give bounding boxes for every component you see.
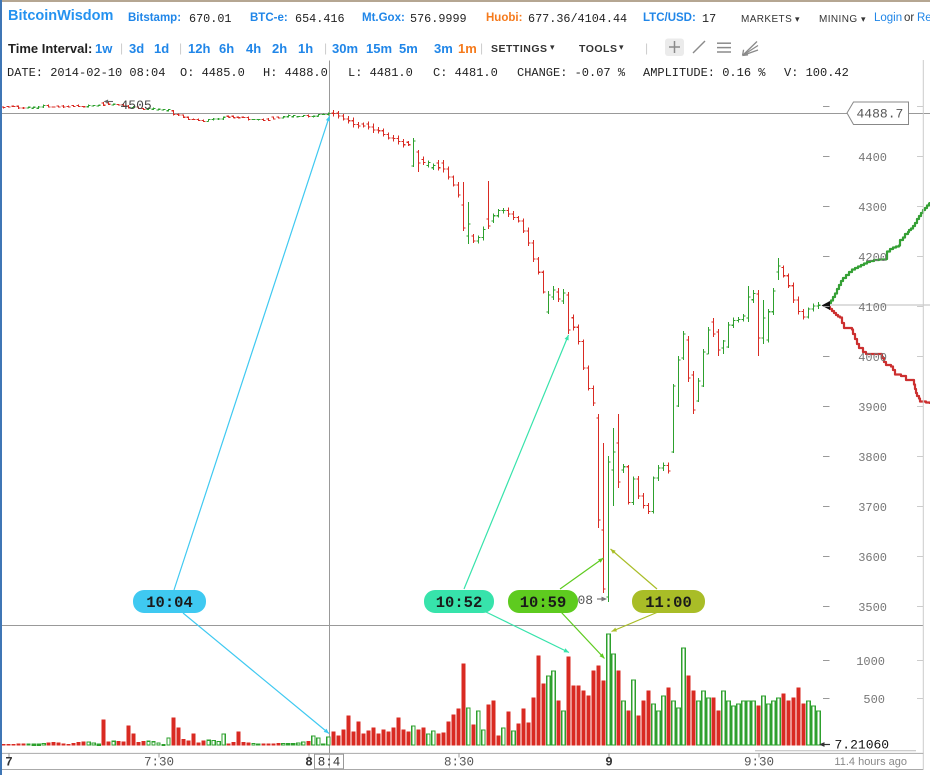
svg-text:11.4 hours ago: 11.4 hours ago — [834, 756, 907, 768]
svg-text:9:30: 9:30 — [744, 756, 774, 770]
svg-text:4400: 4400 — [858, 151, 887, 165]
svg-text:3900: 3900 — [858, 401, 887, 415]
svg-text:8: 8 — [305, 756, 313, 770]
svg-text:4505: 4505 — [121, 98, 152, 113]
svg-text:4000: 4000 — [858, 351, 887, 365]
svg-text:08: 08 — [578, 593, 594, 608]
svg-text:500: 500 — [863, 693, 885, 707]
svg-text:10:52: 10:52 — [436, 594, 483, 612]
svg-text:10:04: 10:04 — [146, 594, 193, 612]
svg-text:3700: 3700 — [858, 501, 887, 515]
svg-text:7:30: 7:30 — [144, 756, 174, 770]
svg-text:10:59: 10:59 — [520, 594, 567, 612]
svg-text:3500: 3500 — [858, 601, 887, 615]
svg-text:9: 9 — [605, 756, 613, 770]
svg-text:11:00: 11:00 — [645, 594, 692, 612]
svg-text:7.21060: 7.21060 — [835, 738, 890, 753]
svg-text:1000: 1000 — [856, 655, 885, 669]
svg-text:4488.7: 4488.7 — [857, 107, 904, 122]
svg-text:4300: 4300 — [858, 201, 887, 215]
svg-text:4200: 4200 — [858, 251, 887, 265]
svg-text:8:30: 8:30 — [444, 756, 474, 770]
svg-text:3800: 3800 — [858, 451, 887, 465]
svg-text:3600: 3600 — [858, 551, 887, 565]
svg-text:7: 7 — [5, 756, 13, 770]
svg-text:4100: 4100 — [858, 301, 887, 315]
svg-text:8:4: 8:4 — [318, 756, 341, 770]
